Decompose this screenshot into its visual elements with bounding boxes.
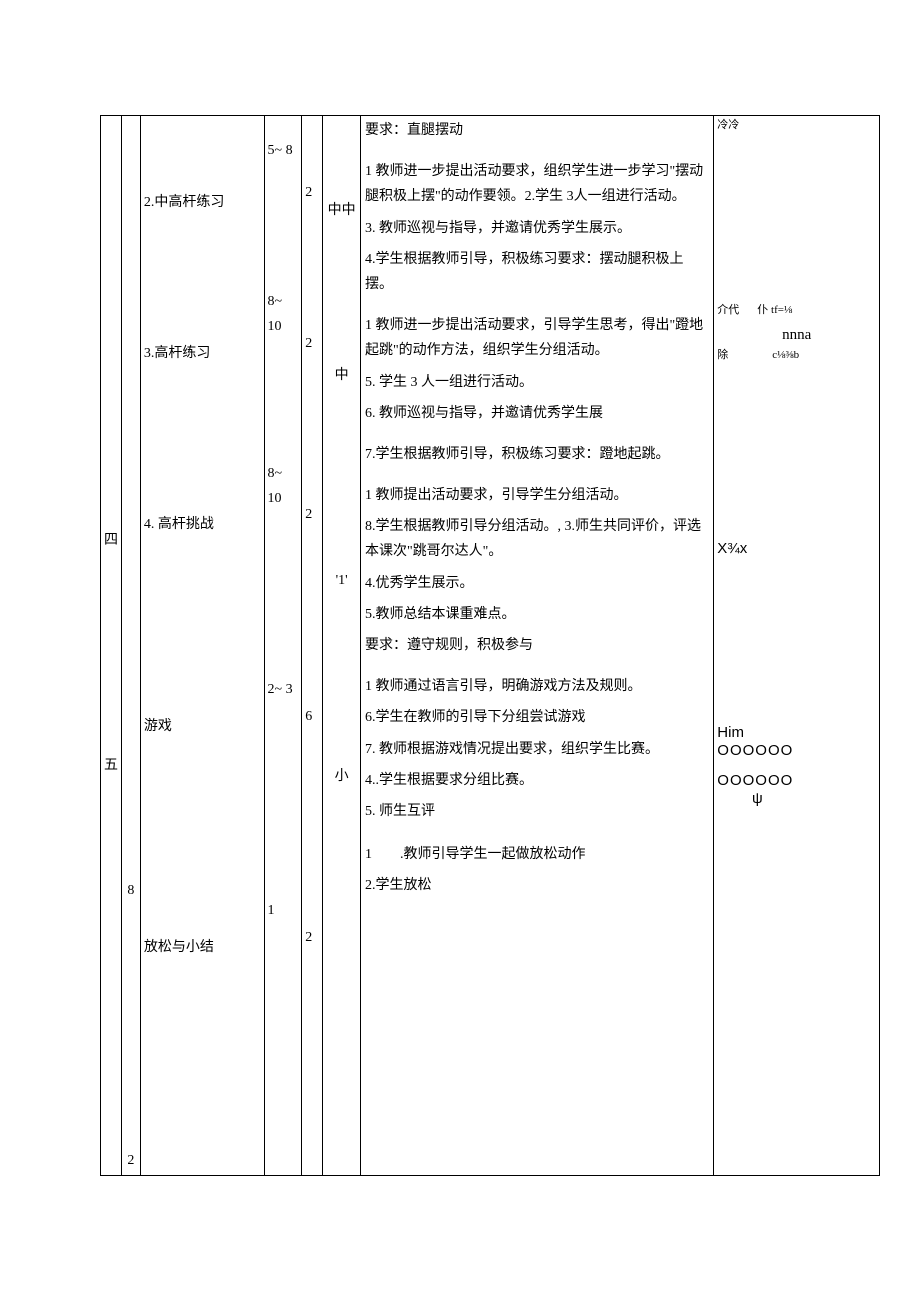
- content-line: 6. 教师巡视与指导，并邀请优秀学生展: [365, 401, 709, 426]
- time-5: 1: [268, 894, 299, 937]
- rep-4: 6: [305, 700, 319, 743]
- side-s2: nnna: [717, 325, 876, 346]
- content-line: 7.学生根据教师引导，积极练习要求：蹬地起跳。: [365, 442, 709, 467]
- content-line: 要求：遵守规则，积极参与: [365, 633, 709, 658]
- side-s5b: OOOOOO: [717, 742, 876, 760]
- side-s3a: 除: [717, 348, 728, 363]
- content-line: 8.学生根据教师引导分组活动。, 3.师生共同评价，评选本课次"跳哥尔达人"。: [365, 514, 709, 564]
- content-line: 6.学生在教师的引导下分组尝试游戏: [365, 705, 709, 730]
- side-col: 冷冷 介代 仆 tf=⅛ nnna 除 c⅛⅜b X¾x Him OOOOOO: [714, 116, 880, 1176]
- index-2: 2: [125, 1148, 137, 1173]
- side-s6a: OOOOOO: [717, 772, 876, 790]
- content-col: 要求：直腿摆动 1 教师进一步提出活动要求，组织学生进一步学习"摆动腿积极上摆"…: [360, 116, 713, 1176]
- side-s6b: ψ: [717, 790, 797, 808]
- activity-game: 游戏: [144, 710, 261, 753]
- intensity-2: 中: [326, 363, 357, 388]
- content-line: 要求：直腿摆动: [365, 118, 709, 143]
- side-s4: X¾x: [717, 538, 876, 559]
- intensity-4: 小: [326, 764, 357, 789]
- section-four: 四: [104, 528, 118, 553]
- reps-col: 2 2 2 6 2: [302, 116, 323, 1176]
- activity-2: 2.中高杆练习: [144, 186, 261, 229]
- intensity-1: 中中: [326, 198, 357, 223]
- lesson-plan-table: 四 五 8 2 2.中高杆练习 3.高杆练习 4. 高杆挑战 游戏 放松与: [100, 115, 880, 1176]
- content-line: 7. 教师根据游戏情况提出要求，组织学生比赛。: [365, 737, 709, 762]
- content-line: 1 教师进一步提出活动要求，组织学生进一步学习"摆动腿积极上摆"的动作要领。2.…: [365, 159, 709, 209]
- side-s5a: Him: [717, 724, 876, 742]
- time-1: 5~ 8: [268, 118, 299, 177]
- activity-4: 4. 高杆挑战: [144, 508, 261, 551]
- side-s1a: 介代: [717, 303, 739, 318]
- content-line: 2.学生放松: [365, 873, 709, 898]
- intensity-3: '1': [326, 568, 357, 593]
- content-line: 5. 师生互评: [365, 799, 709, 824]
- time-2: 8~ 10: [268, 285, 299, 353]
- content-line: 3. 教师巡视与指导，并邀请优秀学生展示。: [365, 216, 709, 241]
- content-line: 1 .教师引导学生一起做放松动作: [365, 842, 709, 867]
- rep-3: 2: [305, 498, 319, 541]
- index-8: 8: [125, 878, 137, 903]
- time-col: 5~ 8 8~ 10 8~ 10 2~ 3 1: [264, 116, 302, 1176]
- content-line: 1 教师进一步提出活动要求，引导学生思考，得出"蹬地起跳"的动作方法，组织学生分…: [365, 313, 709, 363]
- side-s3b: c⅛⅜b: [772, 348, 799, 363]
- index-col: 8 2: [121, 116, 140, 1176]
- time-3: 8~ 10: [268, 457, 299, 525]
- content-line: 5.教师总结本课重难点。: [365, 602, 709, 627]
- activity-col: 2.中高杆练习 3.高杆练习 4. 高杆挑战 游戏 放松与小结: [140, 116, 264, 1176]
- content-line: 4.优秀学生展示。: [365, 571, 709, 596]
- side-s1b: 仆 tf=⅛: [757, 303, 792, 318]
- content-line: 1 教师提出活动要求，引导学生分组活动。: [365, 483, 709, 508]
- activity-relax: 放松与小结: [144, 931, 261, 974]
- rep-1: 2: [305, 176, 319, 219]
- content-line: 5. 学生 3 人一组进行活动。: [365, 370, 709, 395]
- time-4: 2~ 3: [268, 673, 299, 716]
- side-s0: 冷冷: [717, 118, 876, 133]
- rep-2: 2: [305, 327, 319, 370]
- activity-3: 3.高杆练习: [144, 337, 261, 380]
- intensity-col: 中中 中 '1' 小: [323, 116, 361, 1176]
- content-line: 1 教师通过语言引导，明确游戏方法及规则。: [365, 674, 709, 699]
- section-five: 五: [104, 753, 118, 778]
- rep-5: 2: [305, 921, 319, 964]
- content-line: 4.学生根据教师引导，积极练习要求：摆动腿积极上摆。: [365, 247, 709, 297]
- section-col: 四 五: [101, 116, 122, 1176]
- content-line: 4..学生根据要求分组比赛。: [365, 768, 709, 793]
